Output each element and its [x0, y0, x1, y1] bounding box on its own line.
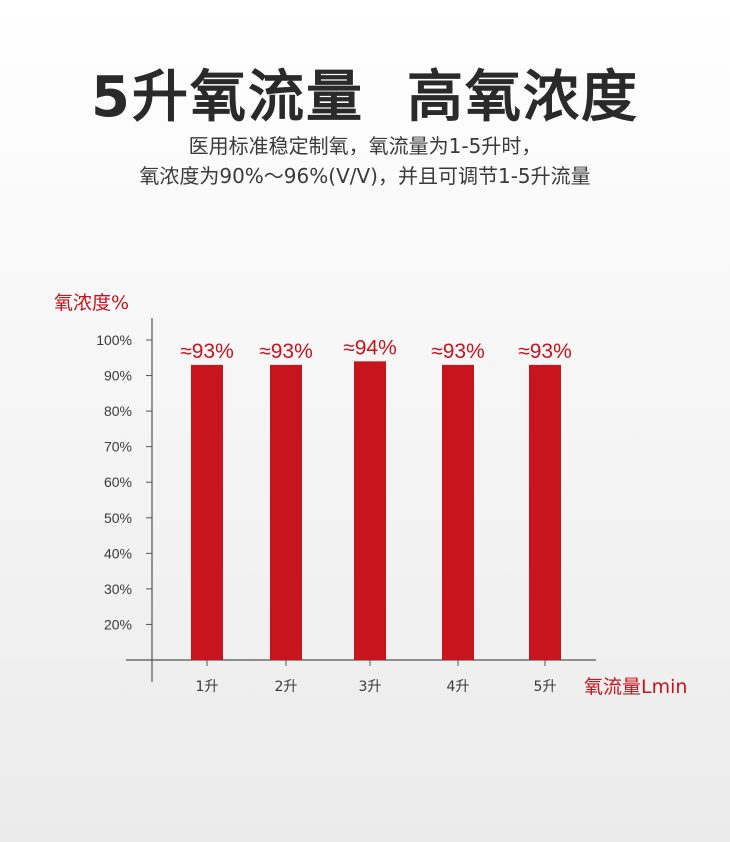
- data-label: ≈94%: [343, 336, 397, 359]
- y-axis-label: 氧浓度%: [54, 292, 130, 314]
- data-label: ≈93%: [431, 340, 485, 363]
- y-tick-label: 80%: [104, 403, 132, 419]
- bar: [529, 364, 561, 660]
- bar: [270, 364, 302, 660]
- bars: ≈93% ≈93% ≈94% ≈93% ≈93%: [180, 336, 572, 660]
- x-axis-label: 氧流量Lmin: [584, 676, 688, 698]
- y-tick-label: 90%: [104, 368, 132, 384]
- y-tick-label: 20%: [104, 616, 132, 632]
- y-tick-label: 100%: [96, 332, 132, 348]
- x-tick-label: 4升: [447, 679, 470, 695]
- y-tick-label: 40%: [104, 545, 132, 561]
- x-tick-label: 2升: [275, 679, 298, 695]
- subtitle-line-2: 氧浓度为90%～96%(V/V)，并且可调节1-5升流量: [139, 164, 591, 188]
- y-tick-label: 70%: [104, 439, 132, 455]
- data-label: ≈93%: [180, 340, 234, 363]
- bar: [354, 361, 386, 660]
- y-tick-label: 50%: [104, 510, 132, 526]
- data-label: ≈93%: [518, 340, 572, 363]
- page-title: 5升氧流量 高氧浓度: [91, 65, 639, 130]
- y-ticks: 20% 30% 40% 50% 60% 70% 80% 90% 100%: [96, 332, 152, 632]
- x-tick-label: 3升: [359, 679, 382, 695]
- y-tick-label: 30%: [104, 581, 132, 597]
- x-tick-label: 5升: [534, 679, 557, 695]
- data-label: ≈93%: [259, 340, 313, 363]
- bar: [442, 364, 474, 660]
- x-tick-label: 1升: [196, 679, 219, 695]
- bar: [191, 364, 223, 660]
- y-tick-label: 60%: [104, 474, 132, 490]
- x-ticks: 1升 2升 3升 4升 5升: [196, 660, 557, 695]
- subtitle-line-1: 医用标准稳定制氧，氧流量为1-5升时，: [188, 134, 542, 158]
